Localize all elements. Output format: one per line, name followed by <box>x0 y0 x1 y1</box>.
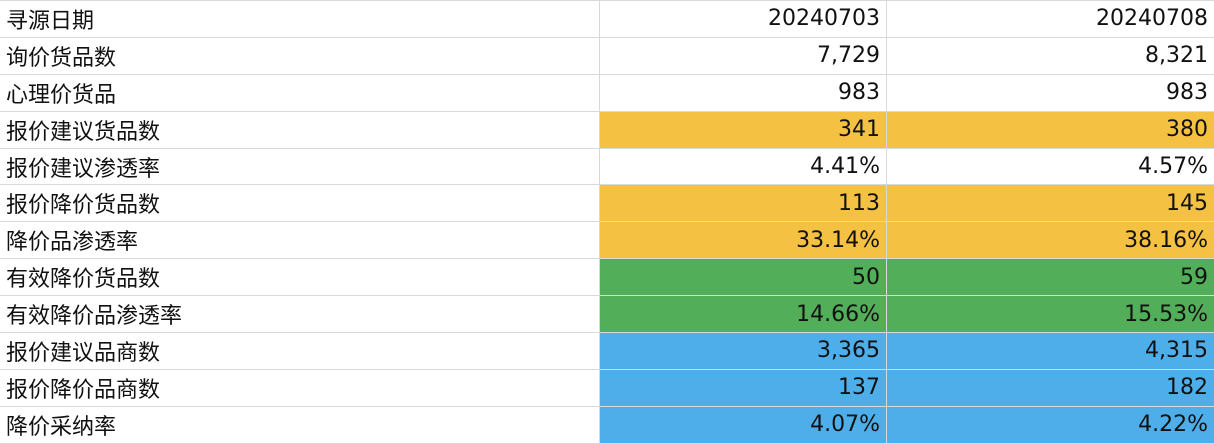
value-cell-col1[interactable]: 14.66% <box>600 296 887 334</box>
value-cell-col1[interactable]: 7,729 <box>600 37 887 75</box>
row-label-cell[interactable]: 询价货品数 <box>0 37 600 75</box>
row-label-cell[interactable]: 报价建议品商数 <box>0 333 600 370</box>
value-cell-col2[interactable]: 145 <box>887 185 1214 223</box>
value-cell-col2[interactable]: 4.22% <box>887 406 1214 444</box>
value-cell-col1[interactable]: 341 <box>600 111 887 149</box>
value-cell-col2[interactable]: 4.57% <box>887 148 1214 186</box>
value-cell-col2[interactable]: 983 <box>887 74 1214 112</box>
value-cell-col1[interactable]: 33.14% <box>600 222 887 260</box>
value-cell-col1[interactable]: 20240703 <box>600 1 887 38</box>
row-label-cell[interactable]: 有效降价货品数 <box>0 259 600 297</box>
value-cell-col2[interactable]: 380 <box>887 111 1214 149</box>
row-label-cell[interactable]: 寻源日期 <box>0 1 600 38</box>
row-label-cell[interactable]: 报价建议货品数 <box>0 111 600 149</box>
row-label-cell[interactable]: 报价建议渗透率 <box>0 148 600 186</box>
value-cell-col1[interactable]: 3,365 <box>600 333 887 370</box>
row-label-cell[interactable]: 报价降价货品数 <box>0 185 600 223</box>
value-cell-col1[interactable]: 4.41% <box>600 148 887 186</box>
row-label-cell[interactable]: 降价品渗透率 <box>0 222 600 260</box>
value-cell-col2[interactable]: 4,315 <box>887 333 1214 370</box>
row-label-cell[interactable]: 心理价货品 <box>0 74 600 112</box>
value-cell-col2[interactable]: 182 <box>887 369 1214 407</box>
value-cell-col2[interactable]: 20240708 <box>887 1 1214 38</box>
value-cell-col2[interactable]: 8,321 <box>887 37 1214 75</box>
value-cell-col2[interactable]: 15.53% <box>887 296 1214 334</box>
value-cell-col1[interactable]: 113 <box>600 185 887 223</box>
value-cell-col2[interactable]: 59 <box>887 259 1214 297</box>
value-cell-col1[interactable]: 50 <box>600 259 887 297</box>
value-cell-col1[interactable]: 137 <box>600 369 887 407</box>
row-label-cell[interactable]: 报价降价品商数 <box>0 369 600 407</box>
value-cell-col1[interactable]: 4.07% <box>600 406 887 444</box>
value-cell-col1[interactable]: 983 <box>600 74 887 112</box>
row-label-cell[interactable]: 降价采纳率 <box>0 406 600 444</box>
row-label-cell[interactable]: 有效降价品渗透率 <box>0 296 600 334</box>
value-cell-col2[interactable]: 38.16% <box>887 222 1214 260</box>
